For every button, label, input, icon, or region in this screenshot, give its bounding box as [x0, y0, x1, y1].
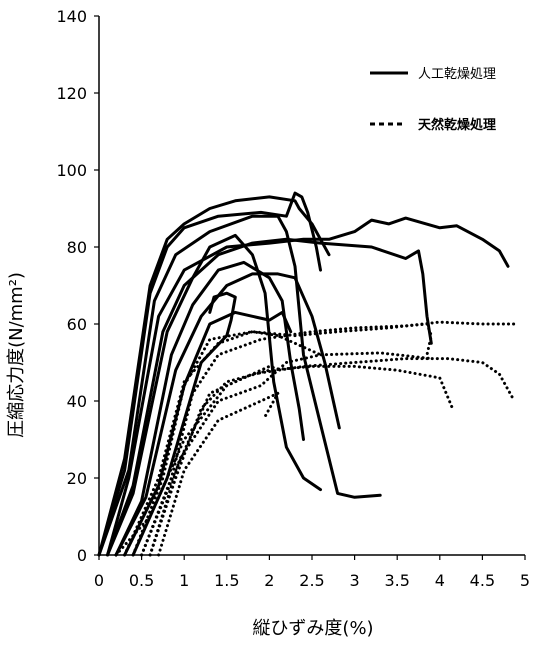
y-tick-label: 140: [56, 7, 87, 26]
x-tick-label: 3.5: [384, 571, 409, 590]
y-axis-title: 圧縮応力度(N/mm²): [6, 272, 27, 438]
y-tick-label: 20: [67, 469, 87, 488]
x-tick-label: 4: [435, 571, 445, 590]
series-group: [97, 191, 518, 557]
solid-series-line-5: [106, 237, 433, 557]
solid-series-line-6: [106, 233, 322, 557]
solid-series-line-7: [114, 260, 305, 557]
y-tick-label: 60: [67, 315, 87, 334]
legend: 人工乾燥処理 天然乾燥処理: [370, 67, 496, 133]
x-tick-label: 2.5: [299, 571, 324, 590]
legend-label-dotted: 天然乾燥処理: [418, 117, 496, 133]
x-tick-label: 0: [94, 571, 104, 590]
y-tick-label: 40: [67, 392, 87, 411]
x-tick-label: 3: [350, 571, 360, 590]
x-tick-label: 2: [264, 571, 274, 590]
x-tick-label: 1: [179, 571, 189, 590]
solid-series-line-4: [106, 216, 510, 557]
y-tick-label: 100: [56, 161, 87, 180]
x-tick-label: 1.5: [214, 571, 239, 590]
dotted-series-line-18: [114, 364, 284, 557]
x-tick-label: 5: [520, 571, 530, 590]
dotted-series-line-12: [140, 322, 433, 557]
y-tick-label: 120: [56, 84, 87, 103]
legend-label-solid: 人工乾燥処理: [418, 67, 496, 82]
ticks-group: 0 0.5 1 1.5 2 2.5 3 3.5 4 4.5 5 0 20 40 60 80 100 120 140: [56, 7, 530, 590]
x-tick-label: 0.5: [129, 571, 154, 590]
solid-series-line-10: [131, 291, 237, 557]
dotted-series-line-13: [123, 330, 322, 557]
dotted-series-line-14: [148, 364, 455, 557]
solid-series-line-9: [123, 310, 293, 557]
solid-series-line-8: [114, 272, 341, 557]
y-tick-label: 80: [67, 238, 87, 257]
solid-series-line-3: [97, 214, 382, 557]
solid-series-line-2: [97, 191, 322, 557]
dotted-series-line-15: [140, 357, 514, 557]
x-tick-label: 4.5: [470, 571, 495, 590]
y-tick-label: 0: [77, 546, 87, 565]
x-axis-title: 縦ひずみ度(%): [252, 618, 373, 639]
dotted-series-line-16: [148, 351, 433, 557]
